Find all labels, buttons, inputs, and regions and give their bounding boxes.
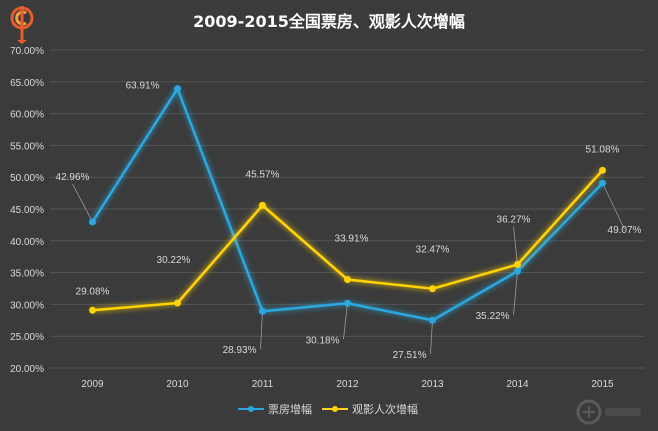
x-tick-label: 2011 xyxy=(252,379,274,390)
data-point xyxy=(344,276,351,284)
x-tick-label: 2012 xyxy=(336,379,359,390)
data-point xyxy=(429,285,436,293)
series-line xyxy=(91,87,604,322)
data-point xyxy=(259,307,266,315)
data-label: 42.96% xyxy=(56,172,90,183)
y-tick-label: 65.00% xyxy=(10,78,44,89)
data-point xyxy=(174,299,181,307)
y-tick-label: 40.00% xyxy=(10,237,44,248)
legend-marker xyxy=(332,406,338,412)
data-point xyxy=(344,299,351,307)
x-tick-label: 2014 xyxy=(506,379,529,390)
y-tick-label: 20.00% xyxy=(10,364,44,375)
y-tick-label: 45.00% xyxy=(10,205,44,216)
y-tick-label: 25.00% xyxy=(10,332,44,343)
leader-line xyxy=(430,320,433,355)
data-label: 45.57% xyxy=(246,169,280,180)
data-point xyxy=(599,166,606,174)
legend-marker xyxy=(248,406,254,412)
leader-line xyxy=(602,182,625,230)
data-label: 30.22% xyxy=(157,255,191,266)
data-point xyxy=(429,316,436,324)
data-label: 49.07% xyxy=(608,225,642,236)
data-label: 32.47% xyxy=(416,245,450,256)
data-label: 27.51% xyxy=(393,350,427,361)
y-tick-label: 30.00% xyxy=(10,300,44,311)
data-label: 63.91% xyxy=(126,81,160,92)
x-tick-label: 2015 xyxy=(591,379,614,390)
legend-label: 观影人次增幅 xyxy=(352,402,418,416)
leader-line xyxy=(343,303,348,340)
x-tick-label: 2013 xyxy=(421,379,444,390)
legend-label: 票房增幅 xyxy=(268,402,312,416)
data-label: 35.22% xyxy=(476,311,510,322)
data-label: 36.27% xyxy=(497,215,531,226)
data-point xyxy=(514,267,521,275)
data-label: 29.08% xyxy=(76,286,110,297)
watermark-icon xyxy=(576,399,641,425)
data-point xyxy=(259,201,266,209)
data-point xyxy=(514,261,521,269)
y-tick-label: 70.00% xyxy=(10,46,44,57)
data-point xyxy=(174,85,181,93)
y-tick-label: 35.00% xyxy=(10,269,44,280)
logo-icon xyxy=(10,6,34,44)
data-point xyxy=(599,179,606,187)
leader-line xyxy=(72,183,93,223)
chart-title: 2009-2015全国票房、观影人次增幅 xyxy=(193,12,465,31)
y-tick-label: 55.00% xyxy=(10,141,44,152)
data-label: 28.93% xyxy=(223,345,257,356)
x-tick-label: 2010 xyxy=(166,379,189,390)
leader-line xyxy=(513,271,518,316)
x-tick-label: 2009 xyxy=(81,379,104,390)
data-label: 33.91% xyxy=(335,234,369,245)
leader-line xyxy=(513,226,518,265)
data-point xyxy=(89,218,96,226)
y-tick-label: 50.00% xyxy=(10,173,44,184)
data-point xyxy=(89,306,96,314)
leader-line xyxy=(260,311,263,350)
y-tick-label: 60.00% xyxy=(10,110,44,121)
data-label: 51.08% xyxy=(586,144,620,155)
data-label: 30.18% xyxy=(306,335,340,346)
